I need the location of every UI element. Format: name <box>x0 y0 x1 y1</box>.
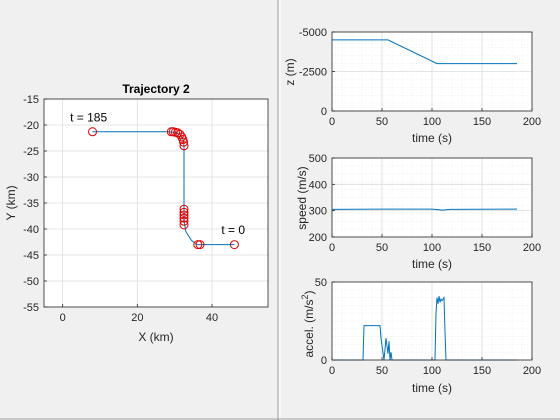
trajectory-y-tick-label: -55 <box>23 302 39 314</box>
altitude-ylabel: z (m) <box>283 58 297 85</box>
acceleration-ylabel: accel. (m/s2) <box>300 290 316 357</box>
speed-x-tick-label: 0 <box>329 242 335 254</box>
trajectory-x-tick-label: 20 <box>131 312 143 324</box>
acceleration-x-tick-label: 100 <box>423 365 441 377</box>
altitude-x-tick-label: 200 <box>523 116 541 128</box>
trajectory-y-tick-label: -20 <box>23 120 39 132</box>
acceleration-y-tick-label: 0 <box>321 355 327 367</box>
altitude-x-tick-label: 0 <box>329 116 335 128</box>
trajectory-y-tick-label: -35 <box>23 198 39 210</box>
trajectory-title: Trajectory 2 <box>122 82 190 96</box>
trajectory-ylabel: Y (km) <box>4 185 18 220</box>
speed-x-tick-label: 100 <box>423 242 441 254</box>
acceleration-x-tick-label: 150 <box>473 365 491 377</box>
acceleration-x-tick-label: 50 <box>376 365 388 377</box>
speed-x-tick-label: 150 <box>473 242 491 254</box>
trajectory-y-tick-label: -15 <box>23 94 39 106</box>
altitude-y-tick-label: -5000 <box>299 27 327 39</box>
acceleration-x-tick-label: 200 <box>523 365 541 377</box>
speed-x-tick-label: 200 <box>523 242 541 254</box>
speed-xlabel: time (s) <box>412 257 452 271</box>
altitude-x-tick-label: 100 <box>423 116 441 128</box>
trajectory-y-tick-label: -25 <box>23 146 39 158</box>
trajectory-xlabel: X (km) <box>138 330 173 344</box>
speed-y-tick-label: 400 <box>309 179 327 191</box>
trajectory-y-tick-label: -40 <box>23 224 39 236</box>
trajectory-x-tick-label: 0 <box>60 312 66 324</box>
speed-y-tick-label: 500 <box>309 153 327 165</box>
trajectory-y-tick-label: -30 <box>23 172 39 184</box>
speed-y-tick-label: 200 <box>309 232 327 244</box>
trajectory-y-tick-label: -45 <box>23 250 39 262</box>
altitude-x-tick-label: 150 <box>473 116 491 128</box>
acceleration-y-tick-label: 50 <box>315 277 327 289</box>
speed-x-tick-label: 50 <box>376 242 388 254</box>
altitude-xlabel: time (s) <box>412 131 452 145</box>
altitude-y-tick-label: 0 <box>321 106 327 118</box>
altitude-y-tick-label: -2500 <box>299 67 327 79</box>
altitude-x-tick-label: 50 <box>376 116 388 128</box>
trajectory-x-tick-label: 40 <box>206 312 218 324</box>
acceleration-x-tick-label: 0 <box>329 365 335 377</box>
trajectory-axes: Trajectory 2 t = 185 t = 0 0 20 40 -15 -20 -25… <box>4 82 268 344</box>
acceleration-ylabel-end: ) <box>302 290 316 294</box>
speed-ylabel: speed (m/s) <box>295 166 309 229</box>
trajectory-annotation: t = 185 <box>70 110 107 124</box>
trajectory-y-tick-label: -50 <box>23 276 39 288</box>
acceleration-ylabel-base: accel. (m/s <box>302 300 316 358</box>
trajectory-annotation: t = 0 <box>221 223 245 237</box>
acceleration-xlabel: time (s) <box>412 381 452 395</box>
speed-y-tick-label: 300 <box>309 206 327 218</box>
